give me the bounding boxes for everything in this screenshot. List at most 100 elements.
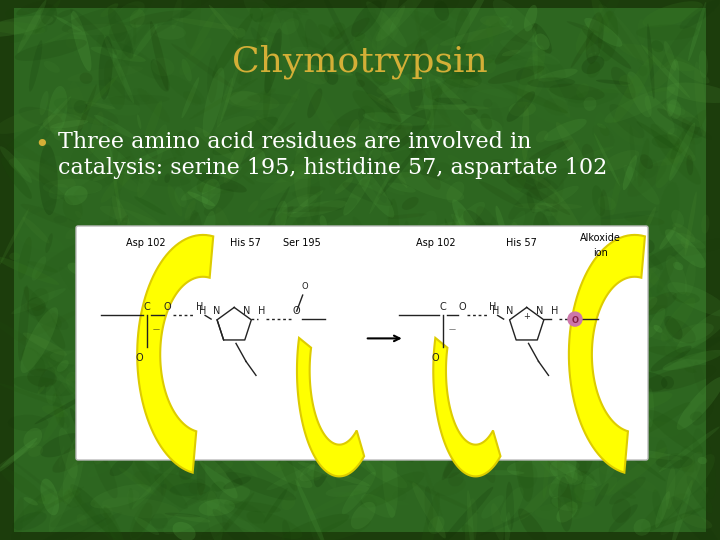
Ellipse shape [396, 324, 437, 354]
Ellipse shape [344, 273, 377, 310]
Ellipse shape [617, 305, 666, 312]
Ellipse shape [275, 200, 287, 230]
Ellipse shape [307, 449, 365, 477]
Ellipse shape [361, 494, 395, 518]
Ellipse shape [405, 242, 414, 269]
Ellipse shape [480, 312, 502, 379]
Ellipse shape [108, 8, 133, 59]
Text: Chymotrypsin: Chymotrypsin [232, 45, 488, 79]
Ellipse shape [534, 56, 566, 82]
Ellipse shape [665, 316, 683, 340]
Ellipse shape [647, 308, 665, 338]
Ellipse shape [505, 512, 511, 540]
Ellipse shape [197, 211, 215, 278]
Ellipse shape [29, 40, 42, 92]
Ellipse shape [446, 107, 466, 129]
Text: N: N [213, 306, 221, 316]
Ellipse shape [194, 127, 234, 159]
Ellipse shape [87, 300, 103, 318]
Ellipse shape [639, 365, 716, 393]
Ellipse shape [9, 252, 20, 260]
Ellipse shape [413, 435, 437, 445]
Ellipse shape [282, 496, 295, 510]
Ellipse shape [666, 255, 688, 294]
Ellipse shape [50, 120, 88, 129]
Ellipse shape [174, 187, 186, 207]
Ellipse shape [410, 11, 472, 50]
Ellipse shape [415, 211, 437, 242]
Text: ion: ion [593, 248, 608, 259]
Ellipse shape [693, 428, 716, 499]
Ellipse shape [120, 366, 141, 427]
Ellipse shape [409, 38, 428, 111]
Text: Three amino acid residues are involved in: Three amino acid residues are involved i… [58, 131, 531, 153]
Ellipse shape [395, 70, 415, 92]
Ellipse shape [302, 37, 352, 71]
Ellipse shape [355, 33, 365, 41]
Ellipse shape [530, 387, 545, 410]
Ellipse shape [206, 268, 230, 278]
Ellipse shape [204, 310, 238, 325]
Ellipse shape [59, 428, 78, 478]
Ellipse shape [263, 63, 271, 120]
Ellipse shape [229, 501, 281, 512]
Ellipse shape [619, 75, 634, 86]
Ellipse shape [20, 487, 84, 522]
Ellipse shape [202, 522, 229, 539]
Ellipse shape [83, 397, 101, 442]
Ellipse shape [33, 505, 45, 516]
Ellipse shape [508, 102, 536, 117]
Ellipse shape [238, 43, 258, 84]
Ellipse shape [252, 259, 301, 299]
Ellipse shape [566, 224, 603, 233]
Ellipse shape [353, 90, 402, 130]
Ellipse shape [264, 488, 288, 524]
Ellipse shape [522, 328, 596, 350]
Ellipse shape [35, 349, 65, 372]
Ellipse shape [548, 328, 577, 337]
Ellipse shape [455, 8, 469, 51]
Ellipse shape [674, 454, 715, 501]
Ellipse shape [440, 244, 477, 256]
Ellipse shape [303, 460, 320, 482]
Ellipse shape [28, 446, 43, 457]
Ellipse shape [230, 407, 273, 441]
Ellipse shape [64, 186, 88, 205]
Ellipse shape [152, 53, 169, 57]
Ellipse shape [173, 18, 238, 30]
Ellipse shape [17, 0, 46, 53]
Ellipse shape [482, 356, 528, 411]
Ellipse shape [395, 221, 464, 253]
Ellipse shape [624, 165, 660, 205]
Ellipse shape [507, 457, 580, 477]
Ellipse shape [361, 424, 414, 462]
Ellipse shape [230, 91, 261, 106]
Ellipse shape [567, 21, 600, 33]
Ellipse shape [596, 79, 630, 85]
Ellipse shape [682, 117, 703, 138]
Ellipse shape [642, 239, 654, 253]
Ellipse shape [444, 433, 492, 478]
Ellipse shape [163, 280, 173, 289]
Ellipse shape [636, 298, 646, 309]
Ellipse shape [507, 91, 535, 122]
Ellipse shape [442, 433, 469, 480]
Ellipse shape [536, 330, 576, 373]
Ellipse shape [638, 418, 649, 430]
Ellipse shape [42, 402, 66, 442]
Ellipse shape [136, 266, 205, 300]
Ellipse shape [130, 10, 192, 25]
Ellipse shape [91, 444, 117, 498]
Ellipse shape [179, 465, 194, 480]
Ellipse shape [425, 485, 433, 529]
Ellipse shape [118, 467, 157, 496]
Ellipse shape [500, 487, 523, 522]
Ellipse shape [448, 472, 464, 487]
Ellipse shape [600, 125, 609, 136]
Ellipse shape [100, 206, 161, 230]
Ellipse shape [211, 301, 264, 330]
Ellipse shape [54, 98, 118, 126]
Ellipse shape [364, 319, 418, 347]
Ellipse shape [602, 349, 630, 399]
Ellipse shape [250, 243, 265, 257]
